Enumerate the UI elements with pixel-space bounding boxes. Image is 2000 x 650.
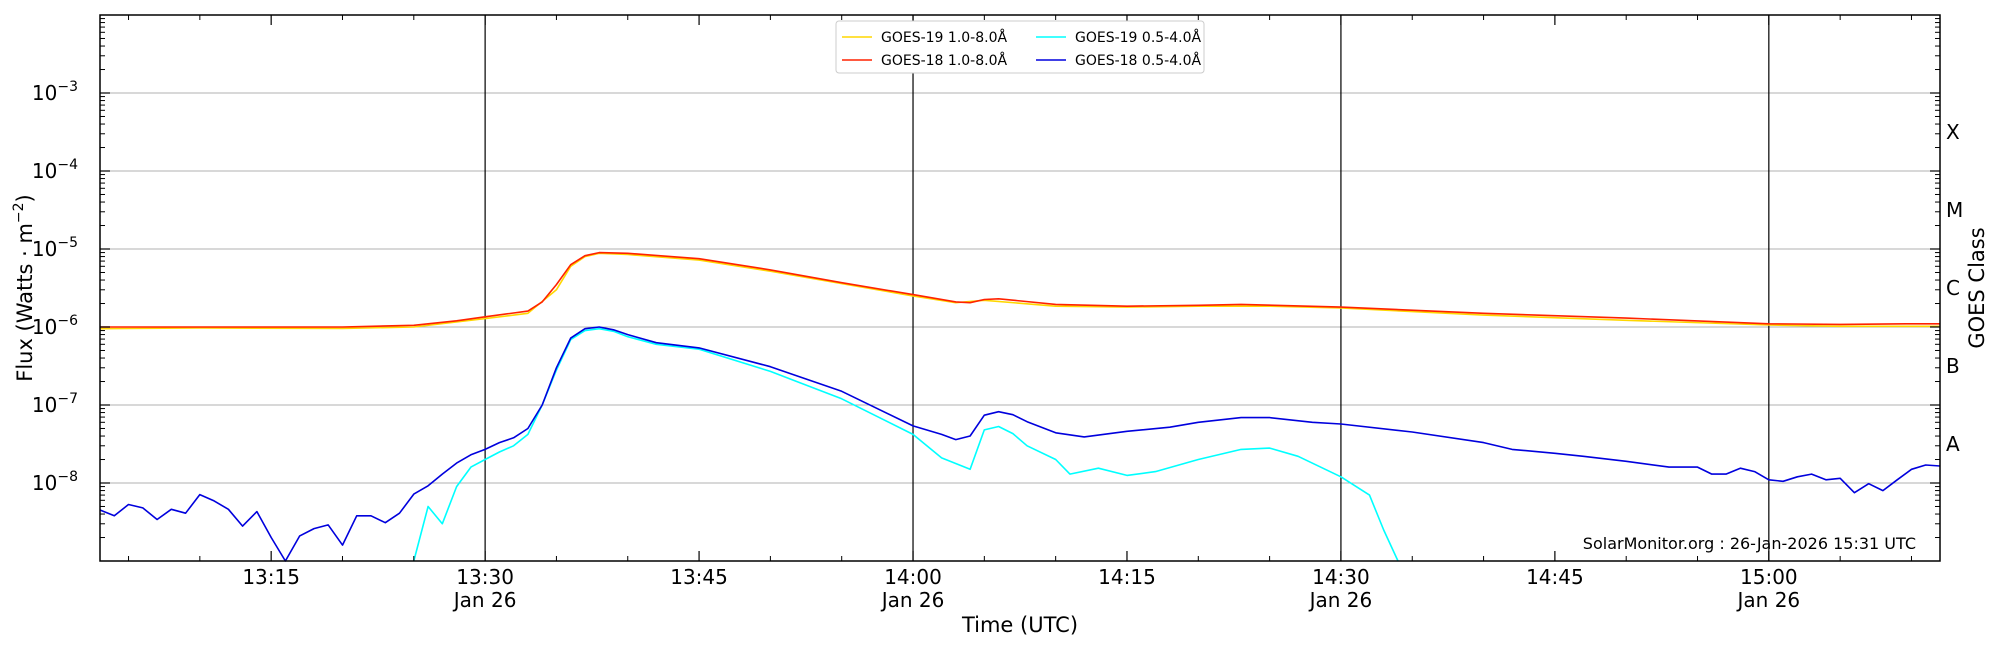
x-tick-date-label: Jan 26 — [880, 588, 945, 612]
x-tick-label: 13:30 — [456, 565, 514, 589]
x-tick-label: 13:45 — [670, 565, 728, 589]
legend-label-goes19-short: GOES-19 0.5-4.0Å — [1075, 29, 1201, 46]
y-tick-base: 10 — [32, 393, 57, 417]
legend-box — [835, 20, 1205, 74]
x-tick-date-label: Jan 26 — [1736, 588, 1801, 612]
y-axis-ticks: 10−310−410−510−610−710−8 — [32, 18, 1940, 539]
goes-class-c-label: C — [1946, 276, 1960, 300]
x-tick-date-label: Jan 26 — [452, 588, 517, 612]
y-tick-base: 10 — [32, 471, 57, 495]
x-tick-label: 14:30 — [1312, 565, 1370, 589]
y-tick-base: 10 — [32, 315, 57, 339]
legend: GOES-19 1.0-8.0Å GOES-18 1.0-8.0Å GOES-1… — [835, 20, 1205, 74]
series-line-goes19-short — [413, 327, 1399, 562]
day-divider-lines — [484, 15, 1770, 561]
goes-class-b-label: B — [1946, 354, 1960, 378]
x-tick-date-label: Jan 26 — [1308, 588, 1373, 612]
x-tick-label: 14:45 — [1526, 565, 1584, 589]
x-tick-label: 14:00 — [884, 565, 942, 589]
series-lines — [99, 251, 1941, 562]
x-tick-label: 15:00 — [1740, 565, 1798, 589]
credit-text: SolarMonitor.org : 26-Jan-2026 15:31 UTC — [1583, 534, 1916, 553]
y-tick-base: 10 — [32, 81, 57, 105]
series-line-goes18-long — [100, 251, 1940, 328]
y-tick-label: 10−7 — [32, 391, 78, 417]
goes-class-axis-title: GOES Class — [1965, 227, 1989, 348]
y-axis-title-main: Flux (Watts · m — [13, 223, 37, 382]
x-tick-label: 14:15 — [1098, 565, 1156, 589]
y-tick-label: 10−6 — [32, 313, 78, 339]
goes-class-x-label: X — [1946, 120, 1960, 144]
x-tick-label: 13:15 — [242, 565, 300, 589]
series-line-goes19-long — [99, 252, 1940, 330]
y-axis-title-close: ) — [13, 194, 37, 202]
y-tick-exponent: −6 — [57, 313, 78, 329]
goes-class-labels: X M C B A — [1946, 120, 1963, 456]
y-tick-exponent: −3 — [57, 79, 78, 95]
legend-label-goes18-long: GOES-18 1.0-8.0Å — [881, 52, 1007, 69]
legend-label-goes19-long: GOES-19 1.0-8.0Å — [881, 29, 1007, 46]
y-tick-exponent: −7 — [57, 391, 78, 407]
y-tick-exponent: −5 — [57, 235, 78, 251]
y-tick-label: 10−5 — [32, 235, 78, 261]
legend-label-goes18-short: GOES-18 0.5-4.0Å — [1075, 52, 1201, 69]
y-axis-title-exponent: −2 — [11, 202, 27, 223]
y-tick-base: 10 — [32, 159, 57, 183]
goes-class-m-label: M — [1946, 198, 1963, 222]
y-tick-exponent: −4 — [57, 157, 78, 173]
y-axis-title: Flux (Watts · m−2) — [11, 194, 37, 382]
plot-frame — [99, 14, 1941, 562]
y-tick-label: 10−8 — [32, 469, 78, 495]
x-axis-title: Time (UTC) — [961, 613, 1078, 637]
y-tick-label: 10−4 — [32, 157, 78, 183]
y-tick-base: 10 — [32, 237, 57, 261]
y-tick-label: 10−3 — [32, 79, 78, 105]
goes-class-a-label: A — [1946, 432, 1960, 456]
y-tick-exponent: −8 — [57, 469, 78, 485]
series-line-goes18-short — [99, 326, 1941, 562]
